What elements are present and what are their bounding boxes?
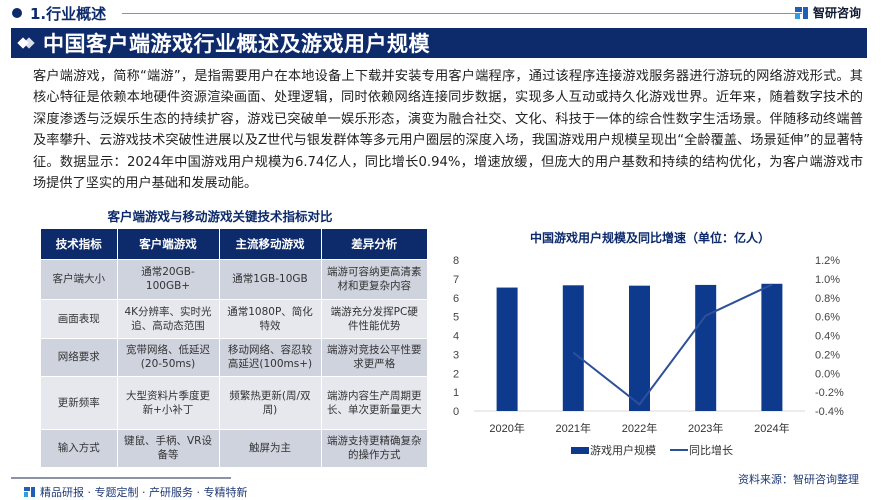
intro-paragraph: 客户端游戏，简称“端游”，是指需要用户在本地设备上下载并安装专用客户端程序，通过… [33, 69, 863, 192]
table-cell: 输入方式 [41, 428, 118, 467]
table-cell: 键鼠、手柄、VR设备等 [117, 428, 220, 467]
bar-user-scale [761, 283, 783, 411]
table-cell: 移动网络、容忍较高延迟(100ms+) [219, 337, 322, 376]
brand-name: 智研咨询 [812, 6, 861, 20]
left-axis-tick: 4 [453, 331, 459, 343]
source-note: 资料来源：智研咨询整理 [738, 473, 859, 486]
table-cell: 通常20GB-100GB+ [117, 258, 220, 299]
user-scale-chart: 0 1 2 3 4 5 6 7 8 -0.4% -0.2% 0.0% 0.2% 0.4% 0.6% 0.8% 1… [453, 255, 844, 457]
section-title: 1.行业概述 [30, 4, 107, 23]
chart-title: 中国游戏用户规模及同比增速（单位：亿人） [529, 231, 770, 245]
brand: 智研咨询 [794, 4, 861, 21]
column-header: 主流移动游戏 [219, 229, 322, 259]
table-cell: 大型资料片季度更新+小补丁 [117, 375, 220, 429]
table-row: 更新频率 大型资料片季度更新+小补丁 频繁热更新(周/双周) 端游内容生产周期更… [41, 375, 427, 429]
table-cell: 客户端大小 [41, 258, 118, 299]
right-axis-tick: 0.4% [815, 331, 840, 343]
footer-slogan: 精品研报 · 专题定制 · 产研服务 · 专精特新 [40, 486, 248, 499]
left-axis-tick: 2 [453, 368, 459, 380]
bar-user-scale [629, 285, 650, 411]
zhiyan-logo-icon [24, 486, 36, 498]
table-cell: 画面表现 [41, 298, 118, 338]
section-header: 1.行业概述 [12, 2, 106, 24]
table-cell: 通常1080P、简化特效 [219, 298, 322, 338]
x-axis-label: 2024年 [754, 421, 789, 435]
right-axis-tick: 0.2% [815, 349, 840, 361]
table-cell: 端游充分发挥PC硬件性能优势 [321, 298, 427, 338]
table-cell: 端游内容生产周期更长、单次更新量更大 [321, 375, 427, 429]
growth-line [572, 283, 773, 406]
section-divider [122, 13, 802, 14]
table-cell: 通常1GB-10GB [219, 258, 322, 299]
table-row: 客户端大小 通常20GB-100GB+ 通常1GB-10GB 端游可容纳更高清素… [41, 258, 427, 299]
table-cell: 端游对竞技公平性要求更严格 [321, 337, 427, 376]
table-row: 网络要求 宽带网络、低延迟(20-50ms) 移动网络、容忍较高延迟(100ms… [41, 337, 427, 376]
right-axis-tick: -0.2% [815, 387, 844, 399]
table-cell: 网络要求 [41, 337, 118, 376]
right-axis-tick: 0.6% [815, 312, 840, 324]
legend-bar-swatch-icon [571, 447, 589, 454]
bar-user-scale [496, 287, 518, 411]
left-axis-tick: 5 [453, 312, 459, 324]
table-cell: 频繁热更新(周/双周) [219, 375, 322, 429]
left-axis-tick: 6 [453, 293, 459, 305]
table-cell: 更新频率 [41, 375, 118, 429]
bar-user-scale [562, 285, 584, 411]
page-title: 中国客户端游戏行业概述及游戏用户规模 [43, 32, 430, 56]
bullet-dot-icon [12, 8, 22, 18]
x-axis-label: 2023年 [688, 421, 723, 435]
title-banner: 中国客户端游戏行业概述及游戏用户规模 [11, 28, 867, 58]
legend-label: 游戏用户规模 [590, 443, 656, 457]
table-cell: 触屏为主 [219, 428, 322, 467]
legend-label: 同比增长 [689, 443, 733, 457]
zhiyan-logo-icon [794, 6, 809, 20]
table-row: 输入方式 键鼠、手柄、VR设备等 触屏为主 端游支持更精确复杂的操作方式 [41, 428, 427, 467]
column-header: 技术指标 [41, 229, 118, 259]
left-axis-tick: 3 [453, 349, 459, 361]
table-title: 客户端游戏与移动游戏关键技术指标对比 [107, 209, 333, 224]
right-axis-tick: 0.8% [815, 293, 840, 305]
left-axis-tick: 7 [453, 274, 459, 286]
right-axis-tick: 0.0% [815, 368, 840, 380]
table-cell: 端游可容纳更高清素材和更复杂内容 [321, 258, 427, 299]
right-axis-tick: 1.2% [815, 255, 840, 267]
bar-user-scale [695, 284, 717, 411]
x-axis-label: 2020年 [489, 421, 524, 435]
table-cell: 4K分辨率、实时光追、高动态范围 [117, 298, 220, 338]
comparison-table: 技术指标 客户端游戏 主流移动游戏 差异分析 客户端大小 通常20GB-100G… [41, 229, 427, 467]
column-header: 客户端游戏 [117, 229, 220, 259]
x-axis-label: 2021年 [556, 421, 591, 435]
footer-divider [11, 477, 231, 479]
right-axis-tick: -0.4% [815, 406, 844, 418]
column-header: 差异分析 [321, 229, 427, 259]
left-axis-tick: 0 [453, 406, 459, 418]
footer: 精品研报 · 专题定制 · 产研服务 · 专精特新 [24, 484, 247, 500]
table-cell: 端游支持更精确复杂的操作方式 [321, 428, 427, 467]
table-cell: 宽带网络、低延迟(20-50ms) [117, 337, 220, 376]
table-row: 画面表现 4K分辨率、实时光追、高动态范围 通常1080P、简化特效 端游充分发… [41, 298, 427, 338]
left-axis-tick: 8 [453, 255, 459, 267]
table-header-row: 技术指标 客户端游戏 主流移动游戏 差异分析 [41, 229, 427, 259]
double-diamond-icon [19, 37, 35, 49]
x-axis-label: 2022年 [622, 421, 657, 435]
left-axis-tick: 1 [453, 387, 459, 399]
right-axis-tick: 1.0% [815, 274, 840, 286]
